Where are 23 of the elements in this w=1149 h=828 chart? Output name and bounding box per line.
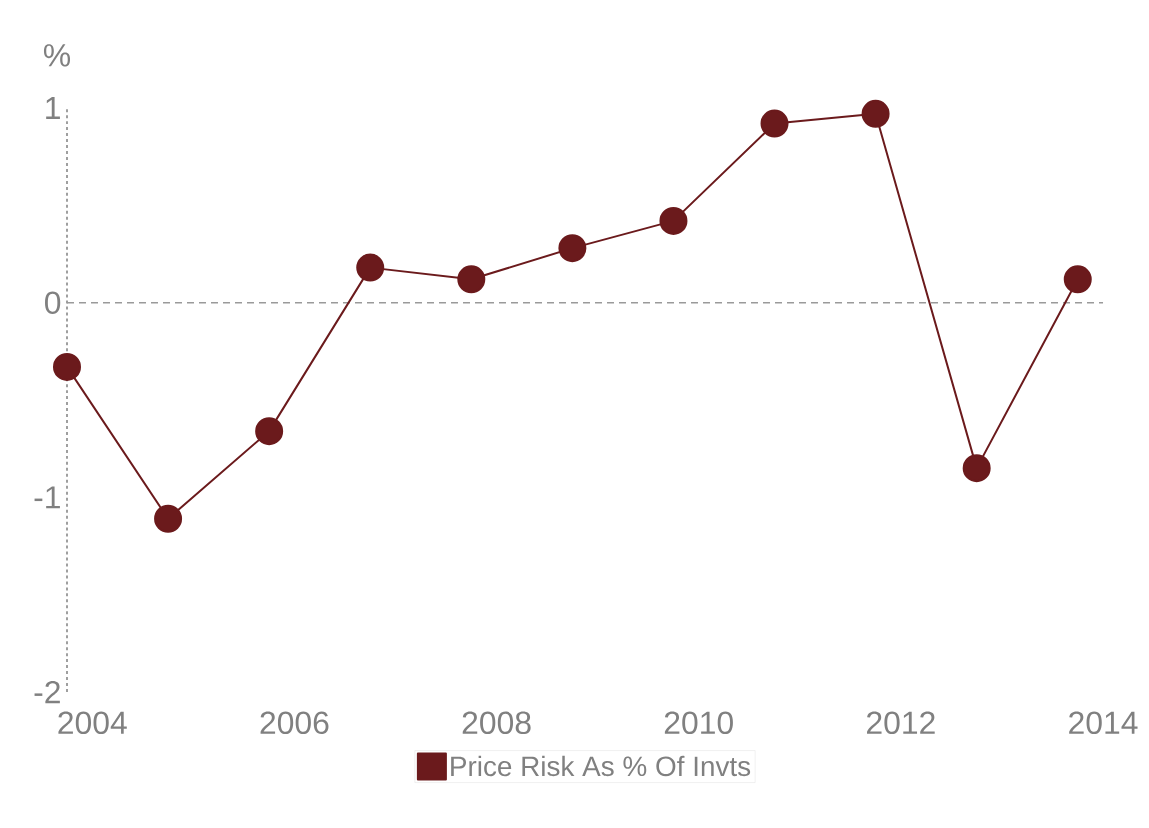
x-tick-label: 2014: [1069, 711, 1138, 735]
y-tick-label: -1: [34, 486, 60, 509]
point: [760, 109, 789, 138]
point: [861, 99, 890, 128]
y-tick-label: 0: [45, 291, 61, 314]
x-tick-label: 2006: [260, 711, 329, 735]
legend-label: Price Risk As % Of Invts: [451, 755, 751, 777]
point: [154, 504, 183, 533]
x-tick-label: 2010: [664, 711, 733, 735]
point: [558, 234, 587, 263]
y-tick-label: -2: [34, 680, 60, 704]
point: [457, 265, 486, 294]
x-tick-label: 2008: [462, 711, 531, 735]
y-tick-label: 1: [46, 97, 60, 119]
point: [356, 253, 385, 282]
x-tick-label: 2012: [867, 711, 935, 735]
point: [255, 417, 284, 446]
point: [962, 454, 991, 483]
y-axis-title: %: [43, 44, 71, 67]
x-tick-label: 2004: [58, 711, 127, 735]
point: [659, 206, 688, 235]
point: [1063, 265, 1092, 294]
point: [53, 352, 81, 381]
